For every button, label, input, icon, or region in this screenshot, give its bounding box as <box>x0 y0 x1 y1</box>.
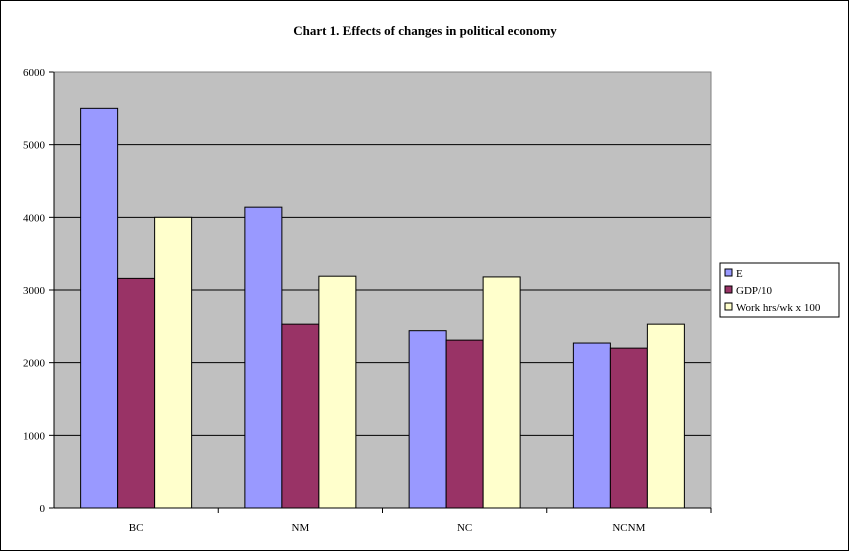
x-tick-label: NM <box>292 522 310 534</box>
legend-swatch-1 <box>724 285 733 294</box>
bar-nc-0 <box>408 330 447 509</box>
y-tick-label: 1000 <box>23 430 46 442</box>
y-tick-label: 0 <box>40 503 46 515</box>
bars <box>80 107 685 509</box>
y-tick-label: 5000 <box>23 140 46 152</box>
bar-ncnm-0 <box>572 342 611 509</box>
bar-bc-0 <box>80 107 119 509</box>
x-tick-label: BC <box>129 522 144 534</box>
y-tick-label: 4000 <box>23 212 46 224</box>
x-tick-label: NC <box>457 522 472 534</box>
y-tick-label: 3000 <box>23 285 46 297</box>
legend-label-2: Work hrs/wk x 100 <box>736 302 821 314</box>
chart-title: Chart 1. Effects of changes in political… <box>293 23 557 38</box>
bar-ncnm-2 <box>646 323 685 509</box>
legend-swatch-0 <box>724 268 733 277</box>
bar-ncnm-1 <box>609 347 648 509</box>
legend-label-0: E <box>736 268 743 280</box>
y-tick-label: 2000 <box>23 358 46 370</box>
legend-box <box>719 262 840 318</box>
bar-nc-1 <box>445 339 484 509</box>
bar-nm-2 <box>318 275 357 509</box>
legend-swatch-2 <box>724 302 733 311</box>
axes: 0 1000 2000 3000 4000 5000 6000 BC NM NC NCNM <box>23 67 712 534</box>
bar-nc-2 <box>482 276 521 509</box>
x-tick-label: NCNM <box>612 522 645 534</box>
bar-nm-0 <box>244 206 283 509</box>
bar-bc-1 <box>117 277 156 509</box>
bar-nm-1 <box>281 323 320 509</box>
bar-bc-2 <box>154 216 193 509</box>
legend-label-1: GDP/10 <box>736 285 773 297</box>
legend: E GDP/10 Work hrs/wk x 100 <box>719 262 840 318</box>
y-tick-label: 6000 <box>23 67 46 79</box>
